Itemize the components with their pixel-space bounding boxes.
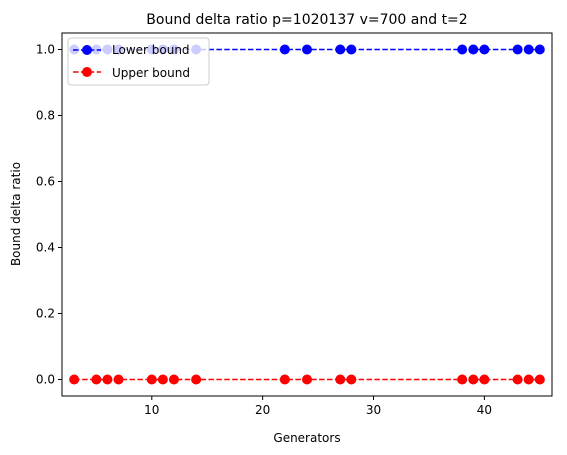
data-point-upper-bound bbox=[113, 374, 124, 385]
data-point-lower-bound bbox=[534, 44, 545, 55]
data-point-upper-bound bbox=[191, 374, 202, 385]
y-axis-label: Bound delta ratio bbox=[9, 162, 23, 266]
x-tick-label: 40 bbox=[477, 403, 492, 417]
data-point-upper-bound bbox=[346, 374, 357, 385]
data-point-upper-bound bbox=[302, 374, 312, 385]
legend: Lower bound Upper bound bbox=[67, 37, 210, 86]
legend-label-lower-bound: Lower bound bbox=[112, 43, 190, 57]
y-tick-label: 0.2 bbox=[36, 307, 55, 321]
data-point-lower-bound bbox=[479, 44, 490, 55]
y-tick-label: 0.0 bbox=[36, 373, 55, 387]
data-point-upper-bound bbox=[479, 374, 490, 385]
data-point-lower-bound bbox=[523, 44, 534, 55]
x-tick-label: 10 bbox=[144, 403, 159, 417]
data-point-lower-bound bbox=[457, 44, 468, 55]
data-point-upper-bound bbox=[512, 374, 523, 385]
data-point-upper-bound bbox=[523, 374, 534, 385]
data-point-upper-bound bbox=[69, 374, 80, 385]
data-point-lower-bound bbox=[468, 44, 479, 55]
data-point-upper-bound bbox=[157, 374, 168, 385]
legend-marker-lower-bound bbox=[82, 45, 92, 55]
x-tick-label: 20 bbox=[255, 403, 270, 417]
x-tick-label: 30 bbox=[366, 403, 381, 417]
data-point-lower-bound bbox=[512, 44, 523, 55]
data-point-upper-bound bbox=[279, 374, 290, 385]
legend-label-upper-bound: Upper bound bbox=[112, 66, 190, 80]
y-tick-label: 0.6 bbox=[36, 175, 55, 189]
data-point-lower-bound bbox=[279, 44, 290, 55]
y-tick-label: 0.8 bbox=[36, 109, 55, 123]
ticks-layer: 10 20 30 40 0.0 0.2 0.4 0.6 0.8 1.0 bbox=[36, 43, 492, 418]
data-point-upper-bound bbox=[91, 374, 102, 385]
data-point-lower-bound bbox=[302, 44, 312, 55]
chart-title: Bound delta ratio p=1020137 v=700 and t=… bbox=[146, 12, 467, 28]
data-point-upper-bound bbox=[468, 374, 479, 385]
y-tick-label: 1.0 bbox=[36, 43, 55, 57]
data-point-lower-bound bbox=[335, 44, 346, 55]
data-point-upper-bound bbox=[335, 374, 346, 385]
y-tick-label: 0.4 bbox=[36, 241, 55, 255]
data-point-lower-bound bbox=[346, 44, 357, 55]
legend-marker-upper-bound bbox=[82, 67, 92, 77]
data-point-upper-bound bbox=[102, 374, 113, 385]
data-point-upper-bound bbox=[146, 374, 157, 385]
data-point-upper-bound bbox=[168, 374, 179, 385]
x-axis-label: Generators bbox=[273, 431, 340, 445]
data-point-upper-bound bbox=[534, 374, 545, 385]
legend-box bbox=[67, 37, 210, 86]
plot-frame bbox=[61, 32, 553, 397]
data-point-upper-bound bbox=[457, 374, 468, 385]
